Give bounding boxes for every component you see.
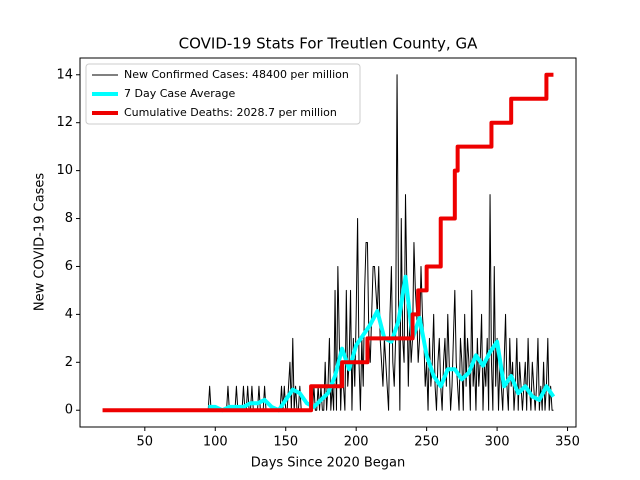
plot-frame: [79, 57, 577, 428]
legend-label: Cumulative Deaths: 2028.7 per million: [124, 106, 337, 119]
x-tick-label: 350: [555, 435, 580, 450]
y-tick-label: 6: [65, 259, 73, 274]
x-tick-label: 150: [273, 435, 298, 450]
y-tick-label: 8: [65, 211, 73, 226]
legend-label: New Confirmed Cases: 48400 per million: [124, 68, 349, 81]
chart-title: COVID-19 Stats For Treutlen County, GA: [179, 35, 478, 53]
y-tick-label: 14: [56, 67, 73, 82]
legend-label: 7 Day Case Average: [124, 87, 236, 100]
y-tick-label: 4: [65, 307, 73, 322]
x-tick-label: 300: [485, 435, 510, 450]
y-tick-label: 10: [56, 163, 73, 178]
y-tick-label: 0: [65, 403, 73, 418]
x-axis-label: Days Since 2020 Began: [251, 456, 406, 471]
x-tick-label: 250: [414, 435, 439, 450]
y-tick-label: 2: [65, 355, 73, 370]
legend-box: [85, 63, 361, 125]
series-line: [208, 274, 556, 413]
y-tick-label: 12: [56, 115, 73, 130]
x-tick-label: 50: [137, 435, 154, 450]
x-tick-label: 200: [344, 435, 369, 450]
y-axis-label: New COVID-19 Cases: [33, 173, 48, 311]
x-tick-label: 100: [203, 435, 228, 450]
series-line: [207, 74, 554, 411]
series-line: [102, 72, 554, 413]
